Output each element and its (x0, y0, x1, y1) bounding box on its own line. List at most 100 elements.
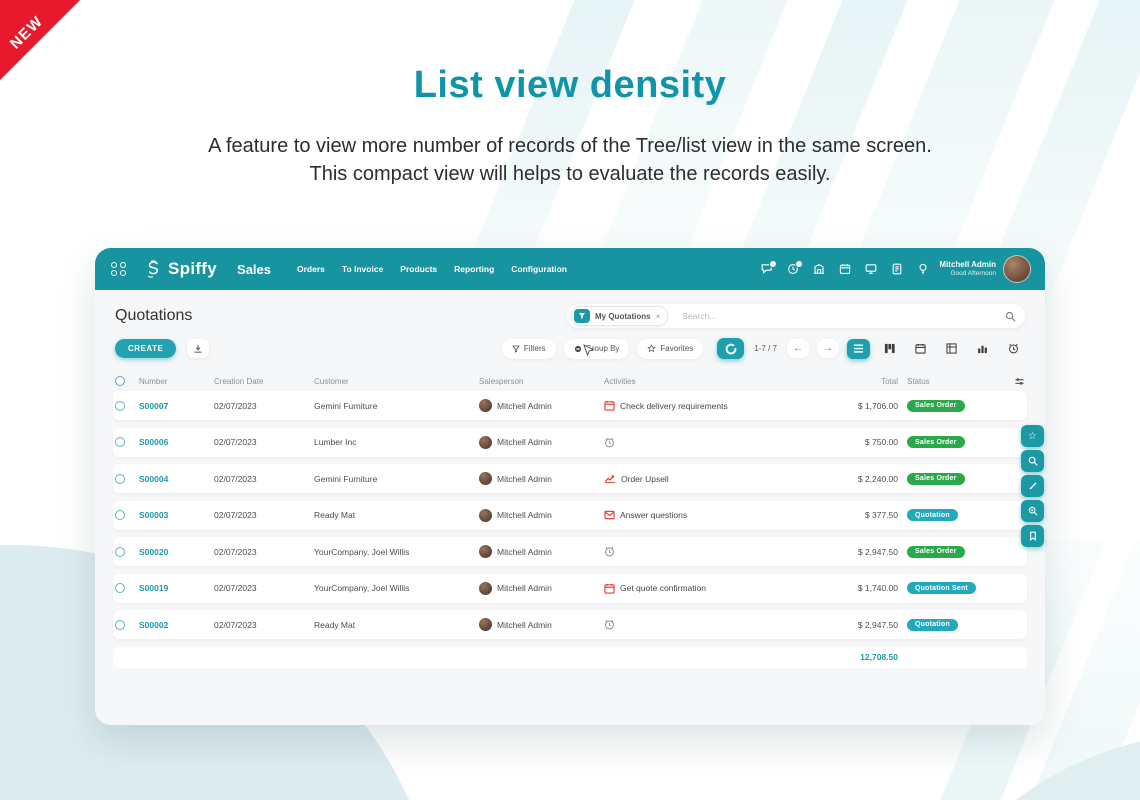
header-salesperson[interactable]: Salesperson (479, 376, 524, 386)
salesperson-name: Mitchell Admin (497, 437, 552, 447)
table-row[interactable]: S00004 02/07/2023 Gemini Furniture Mitchell… (113, 464, 1027, 493)
table-row[interactable]: S00007 02/07/2023 Gemini Furniture Mitchell… (113, 391, 1027, 420)
row-select-circle[interactable] (115, 583, 125, 593)
row-select-circle[interactable] (115, 400, 125, 411)
clock-icon[interactable] (787, 260, 804, 275)
header-customer[interactable]: Customer (314, 376, 349, 386)
table-row[interactable]: S00020 02/07/2023 YourCompany, Joel Willis… (113, 537, 1027, 566)
row-select-circle[interactable] (115, 619, 125, 630)
search-bar[interactable]: My Quotations × Search... (567, 304, 1025, 328)
activity-cell[interactable]: Order Upsell (604, 473, 788, 484)
remove-filter-icon[interactable]: × (655, 311, 661, 321)
create-button[interactable]: CREATE (115, 339, 177, 358)
export-button[interactable] (187, 339, 210, 358)
view-graph-button[interactable] (971, 339, 994, 359)
view-list-button[interactable] (847, 338, 870, 359)
module-name[interactable]: Sales (237, 261, 272, 277)
quotation-number[interactable]: S00006 (139, 437, 169, 447)
select-all-circle[interactable] (115, 376, 125, 386)
side-toolbar: ☆ (1021, 425, 1044, 547)
star-icon[interactable]: ☆ (1021, 425, 1044, 447)
loader-icon (725, 343, 737, 354)
row-select-circle[interactable] (115, 473, 125, 484)
header-status[interactable]: Status (907, 376, 930, 386)
quotation-number[interactable]: S00004 (139, 473, 169, 484)
menu-item-to-invoice[interactable]: To Invoice (341, 264, 384, 274)
total-amount: $ 2,240.00 (857, 473, 898, 484)
favorites-button[interactable]: Favorites (637, 338, 704, 359)
bookmark-icon[interactable] (1021, 525, 1044, 547)
salesperson-avatar (479, 618, 492, 631)
pager-next-button[interactable]: → (817, 339, 839, 358)
search-facet[interactable]: My Quotations × (571, 306, 669, 326)
status-badge: Sales Order (907, 399, 965, 412)
customer-name: Ready Mat (314, 510, 356, 520)
row-select-circle[interactable] (115, 437, 125, 447)
activity-cell[interactable]: Check delivery requirements (604, 400, 788, 411)
footer-total: 12,708.50 (860, 652, 898, 662)
table-row[interactable]: S00002 02/07/2023 Ready Mat Mitchell Admin $… (113, 610, 1027, 639)
table-row[interactable]: S00019 02/07/2023 YourCompany, Joel Willis… (113, 573, 1027, 603)
quotation-number[interactable]: S00002 (139, 619, 169, 630)
customer-name: Gemini Furniture (314, 400, 378, 411)
activity-label: Check delivery requirements (620, 400, 728, 411)
menu-item-orders[interactable]: Orders (297, 264, 325, 274)
brand-logo[interactable]: Spiffy (141, 258, 217, 280)
column-settings-icon[interactable] (1003, 376, 1025, 387)
salesperson-cell: Mitchell Admin (479, 399, 604, 412)
table-row[interactable]: S00006 02/07/2023 Lumber Inc Mitchell Admin… (113, 427, 1027, 457)
download-icon (194, 344, 202, 353)
total-amount: $ 2,947.50 (857, 619, 898, 630)
menu-item-configuration[interactable]: Configuration (511, 264, 567, 274)
user-avatar[interactable] (1003, 255, 1031, 283)
building-icon[interactable] (813, 263, 825, 275)
kanban-view-icon (884, 343, 895, 354)
view-activity-button[interactable] (1002, 339, 1025, 359)
group-by-button[interactable]: Group By (563, 338, 630, 359)
customer-name: Lumber Inc (314, 437, 357, 447)
menu-item-reporting[interactable]: Reporting (454, 264, 495, 274)
activity-cell[interactable] (604, 619, 788, 630)
header-total[interactable]: Total (881, 376, 898, 386)
header-creation-date[interactable]: Creation Date (214, 376, 264, 386)
table-row[interactable]: S00003 02/07/2023 Ready Mat Mitchell Admin A… (113, 500, 1027, 530)
chat-icon[interactable] (761, 260, 778, 275)
total-amount: $ 750.00 (864, 437, 898, 447)
calendar-icon[interactable] (839, 263, 851, 275)
quotation-number[interactable]: S00003 (139, 510, 169, 520)
activity-cell[interactable]: Get quote confirmation (604, 583, 788, 594)
search-placeholder[interactable]: Search... (682, 311, 717, 321)
menu-item-products[interactable]: Products (400, 264, 438, 274)
activity-cell[interactable] (604, 546, 788, 557)
activity-cell[interactable]: Answer questions (604, 510, 788, 520)
bulb-icon[interactable] (917, 263, 929, 275)
view-calendar-button[interactable] (909, 339, 932, 359)
quotation-number[interactable]: S00019 (139, 583, 169, 593)
view-kanban-button[interactable] (878, 339, 901, 359)
filters-button[interactable]: Filters (501, 338, 556, 359)
quotation-number[interactable]: S00020 (139, 546, 169, 557)
notes-icon[interactable] (891, 263, 903, 275)
user-box[interactable]: Mitchell Admin Good Afternoon (939, 260, 996, 278)
apps-menu-icon[interactable] (111, 262, 127, 276)
quotation-number[interactable]: S00007 (139, 400, 169, 411)
salesperson-cell: Mitchell Admin (479, 618, 604, 631)
diagonal-arrow-icon[interactable] (1021, 475, 1044, 497)
monitor-icon[interactable] (865, 263, 877, 275)
activity-cell[interactable] (604, 437, 788, 448)
view-pivot-button[interactable] (940, 339, 963, 359)
search-icon[interactable] (1021, 450, 1044, 472)
search-icon[interactable] (1005, 311, 1016, 322)
pager-previous-button[interactable]: ← (787, 339, 809, 358)
list-density-button[interactable] (717, 338, 745, 359)
new-ribbon (0, 0, 80, 80)
graph-view-icon (978, 345, 987, 354)
customer-name: YourCompany, Joel Willis (314, 583, 410, 593)
user-name: Mitchell Admin (939, 259, 996, 269)
creation-date: 02/07/2023 (214, 437, 257, 447)
header-number[interactable]: Number (139, 376, 168, 386)
header-activities[interactable]: Activities (604, 376, 636, 386)
row-select-circle[interactable] (115, 546, 125, 557)
row-select-circle[interactable] (115, 510, 125, 520)
zoom-in-icon[interactable] (1021, 500, 1044, 522)
